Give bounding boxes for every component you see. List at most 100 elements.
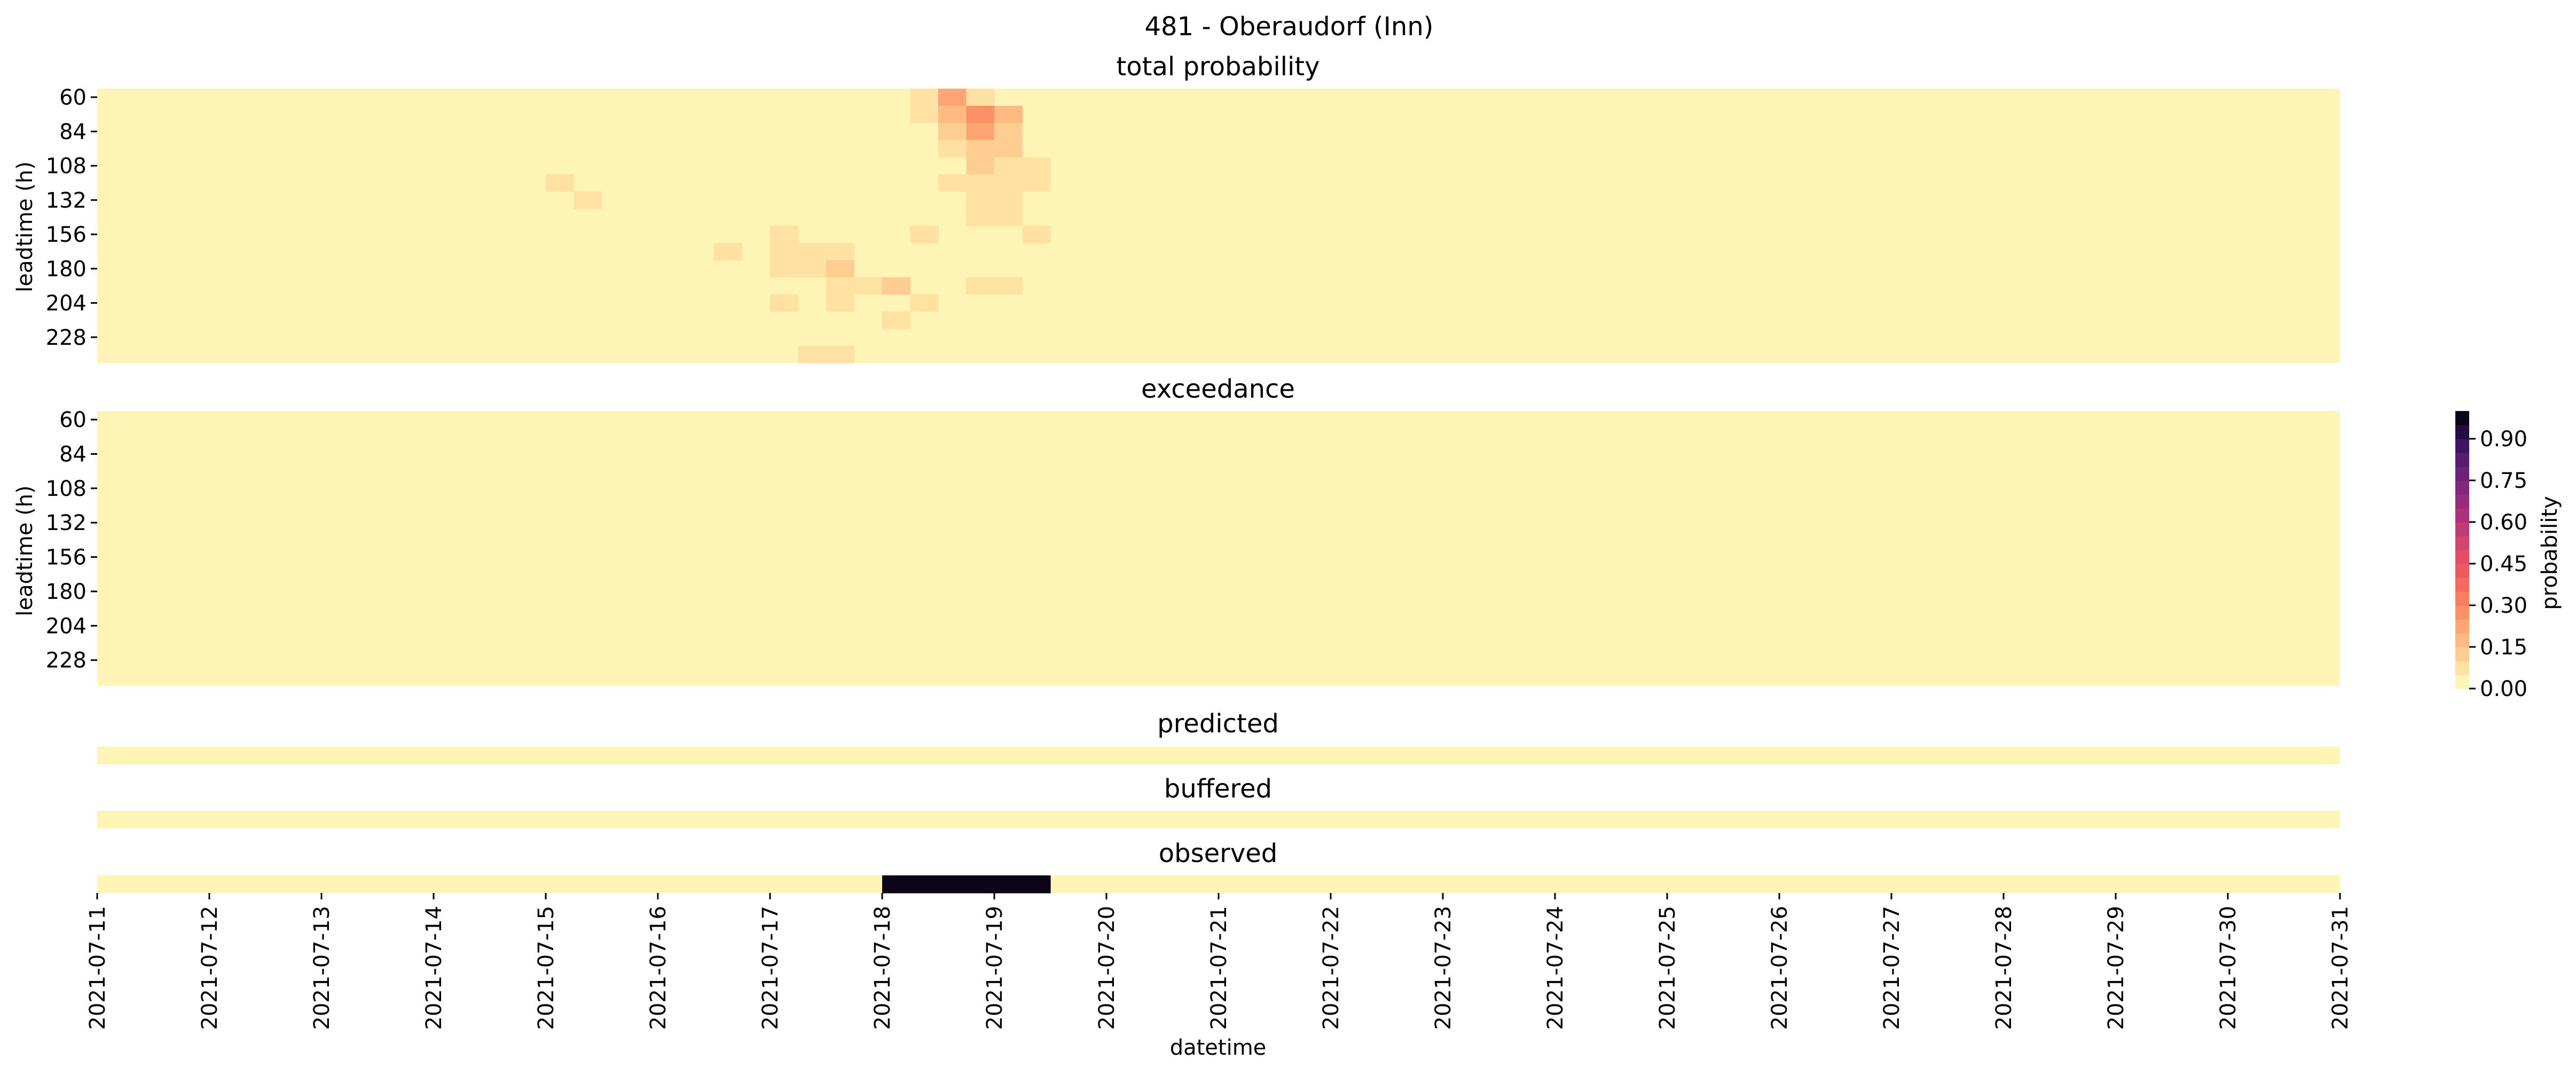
y-tick-label: 180: [46, 580, 87, 604]
heatmap-cell: [910, 875, 939, 894]
colorbar-segment: [2455, 564, 2469, 578]
heatmap-cell: [966, 277, 995, 295]
y-tick-label: 156: [46, 546, 87, 570]
heatmap-cell: [966, 191, 995, 209]
colorbar-segment: [2455, 536, 2469, 550]
y-ticks-total-probability: 60 84 108 132 156 180 204 228: [46, 85, 97, 350]
panel-title-observed: observed: [1159, 839, 1278, 868]
heatmap-cell: [826, 260, 855, 278]
colorbar-segment: [2455, 453, 2469, 467]
x-tick-label: 2021-07-19: [983, 906, 1007, 1030]
heatmap-cell: [798, 260, 827, 278]
y-tick-label: 108: [46, 477, 87, 501]
heatmap-cell: [910, 294, 939, 312]
heatmap-cell: [826, 243, 855, 260]
heatmap-cell: [994, 208, 1023, 226]
colorbar-tick-label: 0.30: [2480, 594, 2527, 618]
heatmap-cell: [966, 140, 995, 158]
heatmap-cell: [854, 277, 883, 295]
x-tick-label: 2021-07-17: [758, 906, 783, 1030]
y-tick-label: 60: [59, 85, 87, 110]
heatmap-cell: [966, 208, 995, 226]
heatmap-cell: [770, 260, 799, 278]
x-ticks: 2021-07-11 2021-07-12 2021-07-13 2021-07-14…: [85, 893, 2353, 1030]
heatmap-cell: [938, 174, 967, 192]
heatmap-cell: [994, 140, 1023, 158]
x-tick-label: 2021-07-24: [1543, 906, 1568, 1030]
x-tick-label: 2021-07-30: [2216, 906, 2241, 1030]
x-tick-label: 2021-07-11: [85, 906, 110, 1030]
heatmap-cell: [966, 123, 995, 140]
heatmap-cell: [966, 106, 995, 123]
y-tick-label: 132: [46, 511, 87, 535]
y-tick-label: 204: [46, 614, 87, 638]
y-tick-label: 156: [46, 223, 87, 247]
y-tick-label: 108: [46, 154, 87, 179]
heatmap-cell: [994, 106, 1023, 123]
colorbar-segment: [2455, 550, 2469, 564]
colorbar-segment: [2455, 494, 2469, 509]
heatmap-cell: [798, 345, 827, 363]
x-tick-label: 2021-07-29: [2104, 906, 2129, 1030]
x-tick-label: 2021-07-26: [1768, 906, 1792, 1030]
x-tick-label: 2021-07-28: [1992, 906, 2016, 1030]
y-tick-label: 132: [46, 188, 87, 213]
y-tick-label: 180: [46, 257, 87, 281]
colorbar-segment: [2455, 578, 2469, 592]
x-tick-label: 2021-07-15: [534, 906, 559, 1030]
heatmap-cell: [882, 277, 911, 295]
heatmap-cell: [574, 191, 602, 209]
x-tick-label: 2021-07-16: [646, 906, 671, 1030]
heatmap-cell: [882, 311, 911, 329]
y-tick-label: 228: [46, 326, 87, 350]
heatmap-cell: [826, 277, 855, 295]
x-tick-label: 2021-07-22: [1319, 906, 1344, 1030]
colorbar-label: probability: [2538, 496, 2562, 610]
colorbar-segment: [2455, 633, 2469, 647]
panel-title-total-probability: total probability: [1116, 52, 1320, 82]
heatmap-cell: [994, 875, 1023, 894]
heatmap-cell: [994, 277, 1023, 295]
heatmap-cell: [938, 123, 967, 140]
heatmap-cell: [938, 875, 967, 894]
x-tick-label: 2021-07-23: [1431, 906, 1456, 1030]
heatmap-cell: [770, 226, 799, 243]
heatmap-cell: [826, 345, 855, 363]
heatmap-cell: [994, 191, 1023, 209]
colorbar: 0.00 0.15 0.30 0.45 0.60 0.75 0.90: [2455, 411, 2527, 701]
colorbar-segment: [2455, 480, 2469, 495]
heatmap-background: [97, 411, 2340, 686]
colorbar-segment: [2455, 619, 2469, 634]
heatmap-background: [97, 875, 2340, 893]
colorbar-segment: [2455, 425, 2469, 439]
colorbar-tick-label: 0.00: [2480, 677, 2527, 701]
x-tick-label: 2021-07-21: [1207, 906, 1231, 1030]
heatmap-cell: [546, 174, 575, 192]
x-tick-label: 2021-07-31: [2328, 906, 2353, 1030]
colorbar-segment: [2455, 467, 2469, 481]
x-tick-label: 2021-07-14: [422, 906, 446, 1030]
heatmap-cell: [910, 89, 939, 106]
heatmap-cell: [798, 243, 827, 260]
heatmap-cell: [910, 106, 939, 123]
panel-title-buffered: buffered: [1164, 774, 1272, 804]
colorbar-tick-label: 0.60: [2480, 510, 2527, 535]
heatmap-total-probability: [97, 89, 2340, 363]
x-tick-label: 2021-07-25: [1655, 906, 1680, 1030]
colorbar-segment: [2455, 675, 2469, 689]
colorbar-tick-label: 0.90: [2480, 427, 2527, 452]
colorbar-segment: [2455, 647, 2469, 661]
heatmap-predicted: [97, 747, 2340, 764]
heatmap-buffered: [97, 811, 2340, 828]
heatmap-cell: [1022, 875, 1051, 894]
x-tick-label: 2021-07-13: [310, 906, 334, 1030]
heatmap-cell: [966, 875, 995, 894]
panel-title-exceedance: exceedance: [1141, 374, 1295, 404]
colorbar-segment: [2455, 591, 2469, 606]
heatmap-cell: [966, 89, 995, 106]
heatmap-cell: [994, 157, 1023, 175]
y-axis-label-middle: leadtime (h): [13, 485, 37, 616]
heatmap-cell: [826, 294, 855, 312]
x-tick-label: 2021-07-12: [198, 906, 222, 1030]
